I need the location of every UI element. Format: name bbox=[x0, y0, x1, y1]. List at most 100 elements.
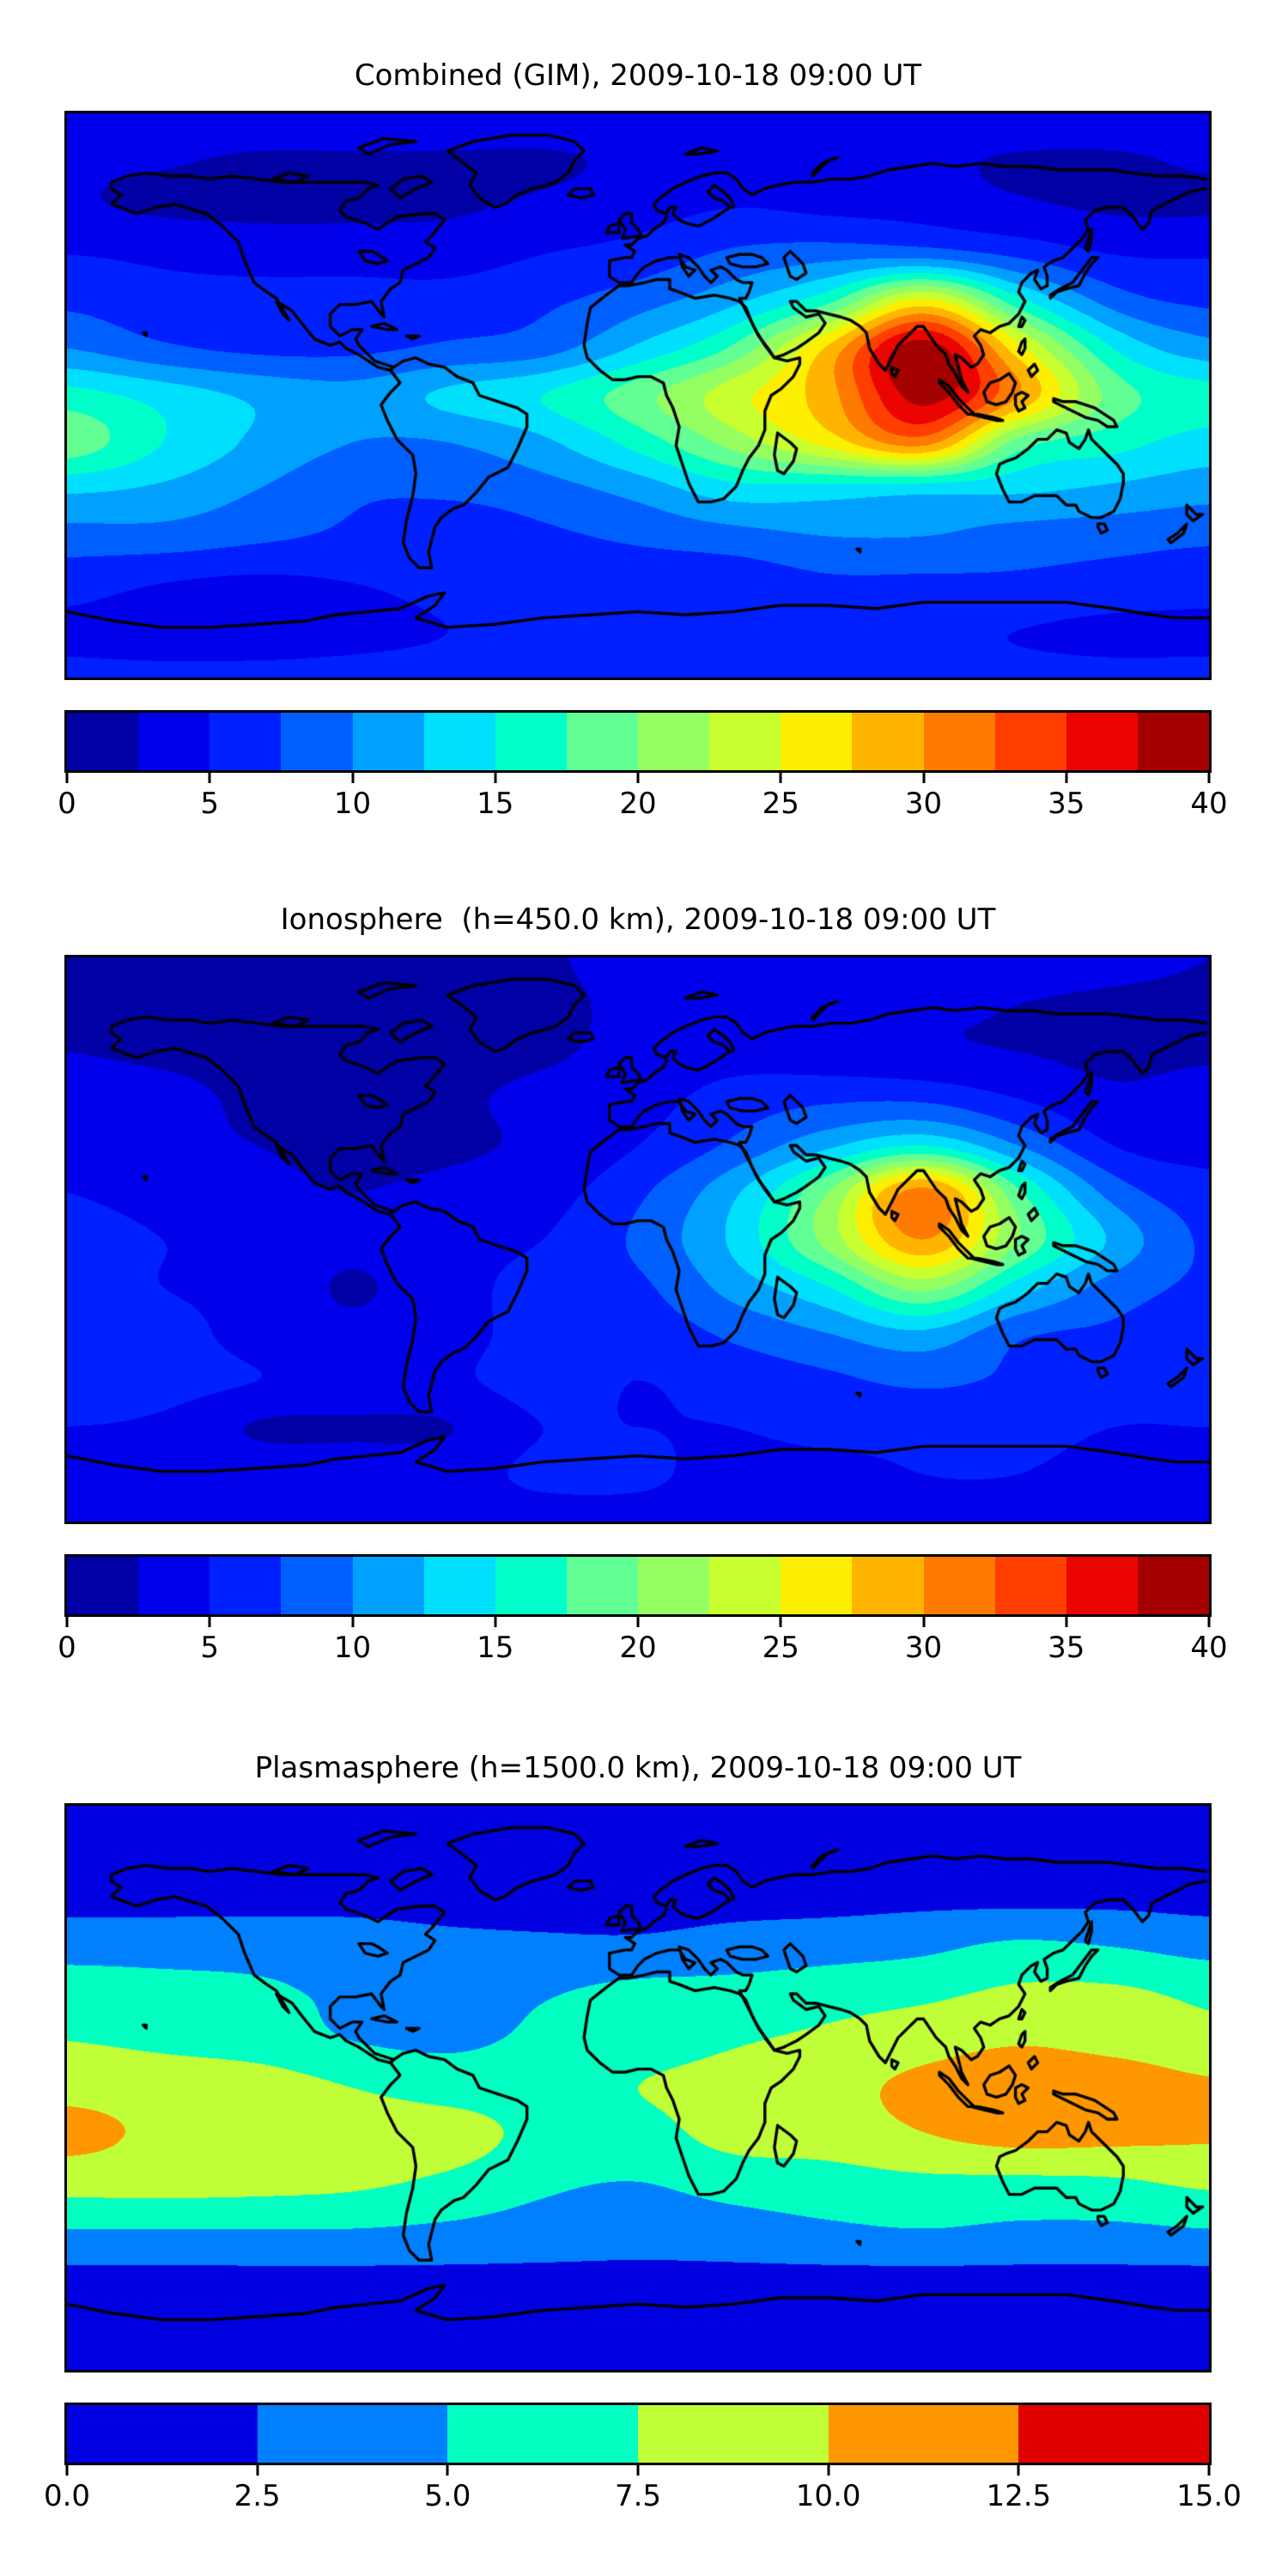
colorbar-swatches bbox=[67, 1557, 1209, 1614]
panel-title-combined: Combined (GIM), 2009-10-18 09:00 UT bbox=[354, 58, 922, 93]
colorbar-tick-label: 30 bbox=[904, 787, 943, 821]
colorbar-tick-label: 15.0 bbox=[1176, 2479, 1242, 2513]
map-frame-plasmasphere bbox=[64, 1803, 1212, 2372]
colorbar-labels: 0 5 10 15 20 25 30 35 40 bbox=[58, 1629, 1227, 1668]
colorbar-swatch bbox=[281, 713, 353, 770]
colorbar-swatch bbox=[67, 2405, 258, 2463]
colorbar-swatch bbox=[281, 1557, 353, 1614]
colorbar-swatch bbox=[138, 1557, 210, 1614]
colorbar-tick bbox=[256, 2463, 259, 2476]
colorbar-labels: 0 5 10 15 20 25 30 35 40 bbox=[58, 785, 1227, 824]
colorbar-swatches bbox=[67, 713, 1209, 770]
colorbar-swatch bbox=[828, 2405, 1019, 2463]
colorbar-swatch bbox=[638, 1557, 710, 1614]
colorbar-tick-label: 5.0 bbox=[424, 2479, 471, 2513]
colorbar-swatch bbox=[638, 2405, 829, 2463]
colorbar-tick-label: 35 bbox=[1048, 787, 1085, 821]
colorbar-tick-label: 20 bbox=[619, 1631, 657, 1665]
colorbar-swatch bbox=[1137, 713, 1209, 770]
colorbar-swatch bbox=[781, 1557, 853, 1614]
colorbar-tick bbox=[1065, 770, 1068, 783]
colorbar-plasmasphere bbox=[64, 2403, 1212, 2465]
colorbar-swatch bbox=[447, 2405, 639, 2463]
colorbar-tick bbox=[65, 770, 69, 783]
colorbar-swatch bbox=[1018, 2405, 1210, 2463]
colorbar-tick bbox=[494, 1614, 497, 1627]
colorbar-ticks bbox=[65, 1614, 1211, 1627]
colorbar-swatch bbox=[257, 2405, 448, 2463]
colorbar-swatch bbox=[423, 713, 495, 770]
colorbar-swatch bbox=[709, 713, 781, 770]
colorbar-tick-label: 0.0 bbox=[43, 2479, 91, 2513]
map-canvas-combined bbox=[67, 113, 1209, 677]
colorbar-swatch bbox=[566, 713, 638, 770]
colorbar-tick-label: 10.0 bbox=[795, 2479, 861, 2513]
colorbar-tick-label: 40 bbox=[1190, 1631, 1228, 1665]
colorbar-tick bbox=[65, 1614, 69, 1627]
colorbar-swatch bbox=[138, 713, 210, 770]
colorbar-tick bbox=[779, 770, 782, 783]
colorbar-tick-label: 20 bbox=[619, 787, 657, 821]
colorbar-tick-label: 0 bbox=[58, 1631, 76, 1665]
map-canvas-ionosphere bbox=[67, 957, 1209, 1522]
colorbar-tick-label: 5 bbox=[200, 1631, 220, 1665]
colorbar-tick bbox=[208, 770, 211, 783]
map-frame-combined bbox=[64, 111, 1212, 680]
colorbar-swatch bbox=[67, 1557, 139, 1614]
colorbar-tick-label: 25 bbox=[762, 787, 799, 821]
colorbar-swatch bbox=[709, 1557, 781, 1614]
colorbar-swatch bbox=[852, 713, 924, 770]
colorbar-swatch bbox=[994, 713, 1066, 770]
colorbar-tick bbox=[351, 770, 354, 783]
panel-combined: Combined (GIM), 2009-10-18 09:00 UT 0 5 10… bbox=[0, 43, 1288, 889]
colorbar-swatch bbox=[994, 1557, 1066, 1614]
colorbar-combined bbox=[64, 710, 1212, 773]
colorbar-tick-label: 15 bbox=[477, 787, 514, 821]
colorbar-tick bbox=[1207, 2463, 1211, 2476]
panel-ionosphere: Ionosphere (h=450.0 km), 2009-10-18 09:0… bbox=[0, 887, 1288, 1733]
colorbar-ticks bbox=[65, 770, 1211, 783]
colorbar-tick-label: 15 bbox=[477, 1631, 514, 1665]
colorbar-tick bbox=[1207, 770, 1211, 783]
colorbar-swatch bbox=[423, 1557, 495, 1614]
colorbar-tick bbox=[1065, 1614, 1068, 1627]
map-frame-ionosphere bbox=[64, 955, 1212, 1524]
colorbar-tick bbox=[351, 1614, 354, 1627]
colorbar-swatch bbox=[923, 713, 995, 770]
colorbar-tick-label: 25 bbox=[762, 1631, 799, 1665]
colorbar-swatches bbox=[67, 2405, 1210, 2463]
colorbar-tick-label: 12.5 bbox=[986, 2479, 1052, 2513]
colorbar-tick bbox=[922, 1614, 925, 1627]
colorbar-swatch bbox=[1066, 1557, 1138, 1614]
colorbar-tick-label: 40 bbox=[1190, 787, 1228, 821]
colorbar-tick bbox=[636, 1614, 640, 1627]
panel-plasmasphere: Plasmasphere (h=1500.0 km), 2009-10-18 0… bbox=[0, 1735, 1288, 2576]
colorbar-swatch bbox=[352, 713, 424, 770]
colorbar-tick bbox=[922, 770, 925, 783]
colorbar-swatch bbox=[495, 713, 567, 770]
colorbar-tick bbox=[827, 2463, 830, 2476]
colorbar-tick bbox=[636, 2463, 640, 2476]
colorbar-tick bbox=[446, 2463, 449, 2476]
map-canvas-plasmasphere bbox=[67, 1806, 1209, 2370]
colorbar-swatch bbox=[210, 713, 282, 770]
panel-title-plasmasphere: Plasmasphere (h=1500.0 km), 2009-10-18 0… bbox=[254, 1751, 1022, 1785]
colorbar-swatch bbox=[852, 1557, 924, 1614]
colorbar-tick bbox=[1017, 2463, 1020, 2476]
colorbar-tick-label: 35 bbox=[1048, 1631, 1085, 1665]
colorbar-tick bbox=[1207, 1614, 1211, 1627]
colorbar-tick bbox=[636, 770, 640, 783]
colorbar-labels: 0.0 2.5 5.0 7.5 10.0 12.5 15.0 bbox=[44, 2477, 1242, 2517]
colorbar-ticks bbox=[65, 2463, 1211, 2476]
colorbar-swatch bbox=[495, 1557, 567, 1614]
colorbar-swatch bbox=[1066, 713, 1138, 770]
colorbar-tick-label: 10 bbox=[333, 1631, 372, 1665]
colorbar-tick-label: 5 bbox=[200, 787, 220, 821]
colorbar-tick-label: 7.5 bbox=[614, 2479, 662, 2513]
colorbar-swatch bbox=[781, 713, 853, 770]
colorbar-ionosphere bbox=[64, 1554, 1212, 1617]
colorbar-tick-label: 10 bbox=[333, 787, 372, 821]
colorbar-tick-label: 2.5 bbox=[234, 2479, 281, 2513]
colorbar-swatch bbox=[352, 1557, 424, 1614]
